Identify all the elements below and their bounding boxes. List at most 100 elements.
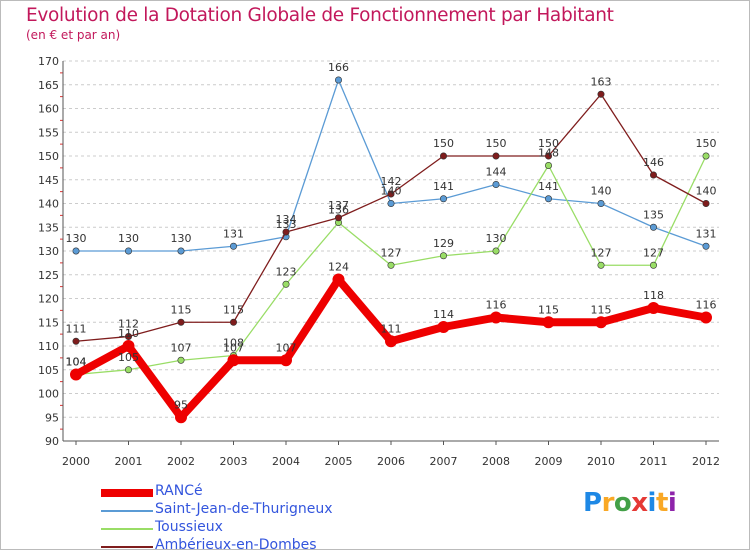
data-label: 105 bbox=[118, 351, 139, 364]
data-point bbox=[385, 335, 397, 348]
x-tick-label: 2004 bbox=[272, 455, 300, 468]
data-label: 135 bbox=[643, 208, 664, 221]
data-label: 115 bbox=[538, 303, 559, 316]
y-tick-label: 125 bbox=[38, 269, 59, 282]
data-point bbox=[492, 152, 500, 160]
data-point bbox=[700, 311, 712, 324]
logo-letter: i bbox=[667, 488, 677, 518]
data-label: 133 bbox=[276, 218, 297, 231]
data-label: 130 bbox=[66, 232, 87, 245]
data-point bbox=[177, 318, 185, 326]
data-point bbox=[177, 356, 185, 364]
x-tick-label: 2008 bbox=[482, 455, 510, 468]
data-label: 107 bbox=[171, 341, 192, 354]
data-label: 127 bbox=[381, 246, 402, 259]
data-label: 107 bbox=[223, 341, 244, 354]
x-tick-label: 2007 bbox=[430, 455, 458, 468]
data-point bbox=[702, 242, 710, 250]
data-label: 114 bbox=[433, 308, 454, 321]
data-label: 129 bbox=[433, 237, 454, 250]
data-label: 107 bbox=[276, 341, 297, 354]
data-point bbox=[125, 247, 133, 255]
data-point bbox=[437, 321, 450, 333]
legend-label: Saint-Jean-de-Thurigneux bbox=[155, 501, 333, 517]
x-tick-label: 2006 bbox=[377, 455, 405, 468]
y-tick-label: 140 bbox=[38, 198, 59, 211]
logo-letter: r bbox=[601, 488, 615, 518]
data-point bbox=[542, 316, 555, 329]
logo-letter: P bbox=[583, 488, 602, 518]
y-tick-label: 100 bbox=[38, 388, 59, 401]
data-label: 131 bbox=[696, 227, 717, 240]
y-tick-label: 90 bbox=[45, 435, 59, 448]
data-point bbox=[544, 162, 552, 170]
data-point bbox=[597, 261, 605, 269]
data-label: 108 bbox=[223, 337, 244, 350]
data-label: 104 bbox=[66, 356, 87, 369]
data-point bbox=[227, 354, 240, 367]
y-tick-label: 150 bbox=[38, 150, 59, 163]
data-point bbox=[334, 76, 342, 84]
logo-letter: t bbox=[655, 488, 668, 518]
data-label: 163 bbox=[591, 75, 612, 88]
data-label: 124 bbox=[328, 261, 349, 274]
y-tick-label: 145 bbox=[38, 174, 59, 187]
data-point bbox=[492, 247, 500, 255]
data-point bbox=[649, 261, 657, 269]
data-point bbox=[387, 190, 395, 198]
data-label: 140 bbox=[591, 185, 612, 198]
data-label: 127 bbox=[643, 246, 664, 259]
x-tick-label: 2001 bbox=[115, 455, 143, 468]
chart-subtitle: (en € et par an) bbox=[26, 28, 121, 42]
data-point bbox=[490, 311, 502, 324]
data-point bbox=[332, 273, 345, 286]
data-label: 144 bbox=[486, 166, 507, 179]
legend-swatch bbox=[101, 528, 153, 530]
data-point bbox=[387, 261, 395, 269]
y-tick-label: 115 bbox=[38, 316, 59, 329]
data-label: 130 bbox=[171, 232, 192, 245]
logo-letter: i bbox=[647, 488, 657, 518]
legend-label: RANCé bbox=[155, 483, 203, 499]
y-tick-label: 155 bbox=[38, 126, 59, 139]
data-point bbox=[387, 200, 395, 208]
y-tick-label: 170 bbox=[38, 55, 59, 68]
data-label: 127 bbox=[591, 246, 612, 259]
data-point bbox=[649, 223, 657, 231]
data-point bbox=[702, 152, 710, 160]
y-tick-label: 165 bbox=[38, 79, 59, 92]
data-label: 150 bbox=[486, 137, 507, 150]
data-label: 142 bbox=[381, 175, 402, 188]
x-tick-label: 2010 bbox=[587, 455, 615, 468]
data-label: 104 bbox=[66, 356, 87, 369]
data-label: 166 bbox=[328, 61, 349, 74]
data-point bbox=[544, 152, 552, 160]
data-point bbox=[334, 214, 342, 222]
data-label: 111 bbox=[381, 322, 402, 335]
data-label: 131 bbox=[223, 227, 244, 240]
data-label: 112 bbox=[118, 318, 139, 331]
data-label: 141 bbox=[433, 180, 454, 193]
data-point bbox=[282, 280, 290, 288]
data-point bbox=[702, 200, 710, 208]
data-point bbox=[70, 368, 82, 381]
data-label: 134 bbox=[276, 213, 297, 226]
series-line-1 bbox=[75, 79, 707, 252]
legend-label: Ambérieux-en-Dombes bbox=[155, 537, 317, 553]
x-tick-label: 2012 bbox=[692, 455, 720, 468]
data-label: 115 bbox=[591, 303, 612, 316]
data-point bbox=[597, 90, 605, 98]
data-point bbox=[122, 340, 135, 352]
data-label: 141 bbox=[538, 180, 559, 193]
data-point bbox=[175, 411, 187, 424]
data-point bbox=[597, 200, 605, 208]
x-tick-label: 2002 bbox=[167, 455, 195, 468]
y-tick-label: 110 bbox=[38, 340, 59, 353]
y-tick-label: 120 bbox=[38, 293, 59, 306]
data-label: 116 bbox=[696, 299, 717, 312]
data-label: 140 bbox=[381, 185, 402, 198]
data-point bbox=[647, 302, 660, 314]
x-tick-label: 2003 bbox=[220, 455, 248, 468]
data-label: 115 bbox=[171, 303, 192, 316]
data-label: 140 bbox=[696, 185, 717, 198]
